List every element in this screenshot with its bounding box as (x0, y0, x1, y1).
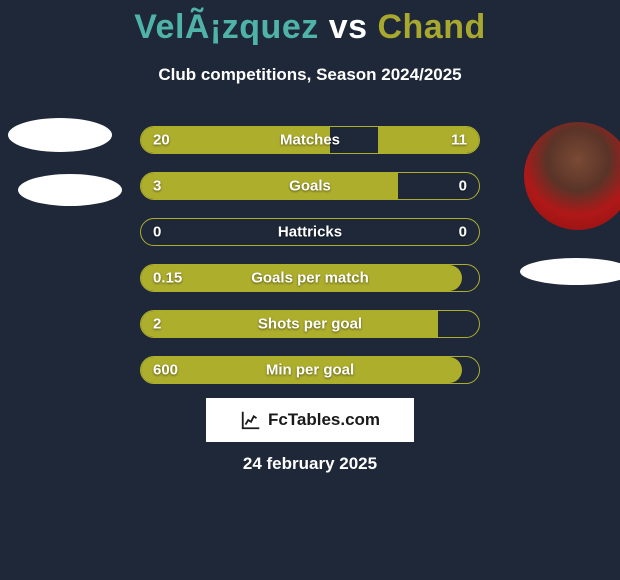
stat-row: 20 Matches 11 (140, 126, 480, 154)
left-oval-1 (8, 118, 112, 152)
branding-text: FcTables.com (268, 410, 380, 430)
stat-left-value: 2 (153, 316, 161, 333)
stat-label: Min per goal (266, 362, 354, 379)
stat-label: Matches (280, 132, 340, 149)
subtitle: Club competitions, Season 2024/2025 (0, 65, 620, 85)
stat-label: Goals (289, 178, 331, 195)
stat-label: Goals per match (251, 270, 369, 287)
stat-label: Shots per goal (258, 316, 362, 333)
stat-row: 0 Hattricks 0 (140, 218, 480, 246)
stat-left-value: 0 (153, 224, 161, 241)
title-vs: vs (329, 8, 368, 46)
right-oval (520, 258, 620, 285)
stat-row: 600 Min per goal (140, 356, 480, 384)
stat-left-value: 600 (153, 362, 178, 379)
stat-right-value: 0 (459, 178, 467, 195)
stat-left-value: 0.15 (153, 270, 182, 287)
branding-badge: FcTables.com (206, 398, 414, 442)
stat-row: 3 Goals 0 (140, 172, 480, 200)
title-player1: VelÃ¡zquez (134, 8, 318, 46)
date-text: 24 february 2025 (0, 454, 620, 474)
stat-left-value: 3 (153, 178, 161, 195)
bar-chart-icon (240, 409, 262, 431)
stat-right-value: 0 (459, 224, 467, 241)
stat-row: 0.15 Goals per match (140, 264, 480, 292)
stat-fill-left (141, 173, 398, 199)
left-oval-2 (18, 174, 122, 206)
player2-photo-placeholder (524, 122, 620, 230)
stat-left-value: 20 (153, 132, 170, 149)
stat-right-value: 11 (451, 132, 467, 149)
stat-row: 2 Shots per goal (140, 310, 480, 338)
player2-avatar (524, 122, 620, 230)
page-title: VelÃ¡zquez vs Chand (0, 0, 620, 47)
stats-area: 20 Matches 11 3 Goals 0 0 Hattricks 0 0.15 Goals p… (140, 126, 480, 402)
title-player2: Chand (377, 8, 485, 46)
stat-label: Hattricks (278, 224, 342, 241)
